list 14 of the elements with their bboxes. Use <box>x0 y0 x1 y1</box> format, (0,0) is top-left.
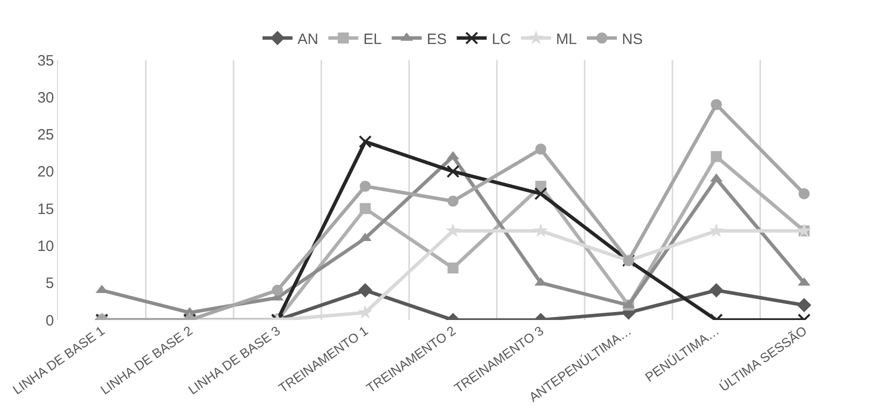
legend-label: ES <box>426 30 447 48</box>
legend-label: LC <box>492 30 512 48</box>
y-tick-label: 5 <box>46 275 54 292</box>
y-tick-label: 10 <box>37 238 54 255</box>
legend-label: ML <box>556 30 577 48</box>
legend-label: AN <box>298 30 318 48</box>
legend-label: NS <box>622 30 643 48</box>
y-tick-label: 15 <box>37 200 54 218</box>
y-tick-label: 0 <box>46 312 54 330</box>
y-tick-label: 30 <box>37 89 54 106</box>
y-tick-label: 20 <box>37 164 54 181</box>
y-tick-label: 35 <box>37 52 54 70</box>
y-tick-label: 25 <box>37 126 54 144</box>
legend-label: EL <box>363 30 382 48</box>
